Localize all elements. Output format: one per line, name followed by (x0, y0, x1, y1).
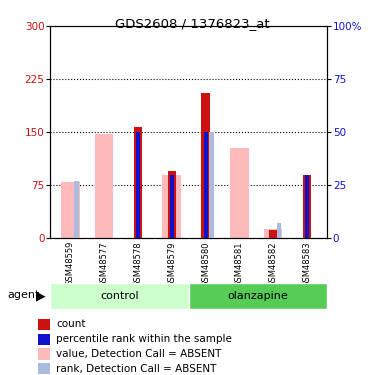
Bar (170, 175, 174, 238)
Text: GSM48579: GSM48579 (167, 241, 176, 286)
Text: percentile rank within the sample: percentile rank within the sample (56, 334, 232, 344)
Text: rank, Detection Call = ABSENT: rank, Detection Call = ABSENT (56, 364, 217, 374)
Bar (167, 171, 176, 238)
Text: olanzapine: olanzapine (228, 291, 288, 301)
Bar (74, 181, 79, 238)
Text: GSM48577: GSM48577 (100, 241, 109, 287)
Bar (269, 230, 277, 238)
Bar (209, 132, 214, 238)
Text: GDS2608 / 1376823_at: GDS2608 / 1376823_at (115, 17, 270, 30)
Bar (136, 132, 140, 238)
Text: GSM48583: GSM48583 (303, 241, 311, 287)
Text: GSM48559: GSM48559 (66, 241, 75, 286)
Bar (230, 148, 249, 238)
Text: GSM48580: GSM48580 (201, 241, 210, 286)
Bar (61, 182, 80, 238)
Bar (38, 348, 50, 360)
Text: count: count (56, 319, 86, 329)
Bar (277, 223, 281, 238)
Text: GSM48578: GSM48578 (134, 241, 142, 287)
Text: GSM48582: GSM48582 (269, 241, 278, 286)
Text: control: control (100, 291, 139, 301)
Bar (38, 319, 50, 330)
Bar (303, 175, 311, 238)
Bar (264, 229, 283, 238)
Bar (134, 126, 142, 238)
Text: GSM48581: GSM48581 (235, 241, 244, 286)
Bar (189, 283, 327, 309)
Bar (204, 132, 208, 238)
Bar (50, 283, 189, 309)
Bar (38, 363, 50, 374)
Bar (305, 175, 309, 238)
Text: value, Detection Call = ABSENT: value, Detection Call = ABSENT (56, 349, 222, 359)
Bar (169, 175, 174, 238)
Bar (162, 175, 181, 238)
Bar (95, 134, 114, 238)
Bar (38, 333, 50, 345)
Text: ▶: ▶ (36, 289, 46, 302)
Bar (201, 93, 210, 238)
Text: agent: agent (7, 291, 39, 300)
Bar (305, 175, 309, 238)
